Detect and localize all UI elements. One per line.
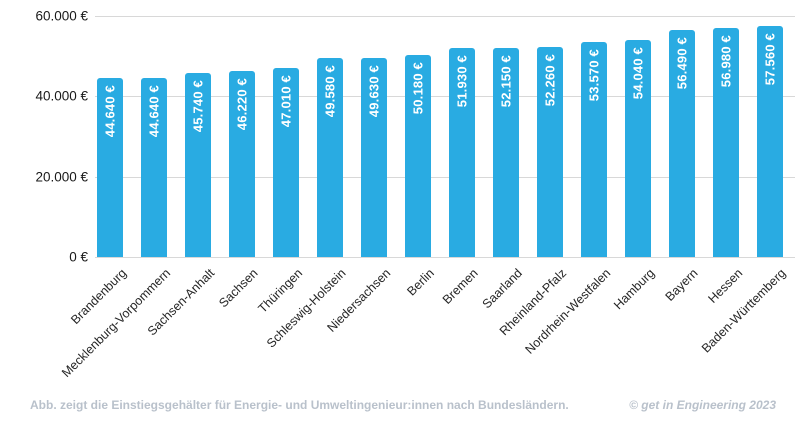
bar-value-label: 56.490 €	[674, 37, 690, 90]
chart-footer: Abb. zeigt die Einstiegsgehälter für Ene…	[0, 394, 806, 416]
bar: 52.150 €	[493, 48, 519, 257]
bar-value-label: 56.980 €	[718, 35, 734, 88]
bar-value-label: 45.740 €	[190, 80, 206, 133]
bar: 53.570 €	[581, 42, 607, 257]
gridline	[95, 257, 795, 258]
x-axis-label: Bayern	[662, 266, 701, 304]
bar-value-label: 52.260 €	[542, 54, 558, 107]
y-axis-tick-label: 0 €	[69, 249, 88, 265]
bar-value-label: 46.220 €	[234, 78, 250, 131]
gridline	[95, 16, 795, 17]
x-axis-label: Bremen	[440, 266, 481, 307]
bar: 54.040 €	[625, 40, 651, 257]
bar: 52.260 €	[537, 47, 563, 257]
bar-value-label: 47.010 €	[278, 75, 294, 128]
bar-value-label: 44.640 €	[146, 85, 162, 138]
x-axis-label: Baden-Württemberg	[699, 266, 789, 356]
bar-value-label: 53.570 €	[586, 49, 602, 102]
x-axis-label: Hamburg	[610, 266, 657, 313]
x-axis-label: Hessen	[705, 266, 745, 306]
x-axis-label: Saarland	[479, 266, 525, 312]
bar: 49.630 €	[361, 58, 387, 257]
chart-caption: Abb. zeigt die Einstiegsgehälter für Ene…	[30, 398, 569, 412]
bar: 51.930 €	[449, 48, 475, 257]
x-axis-label: Berlin	[404, 266, 437, 299]
bar: 50.180 €	[405, 55, 431, 257]
bar-value-label: 54.040 €	[630, 47, 646, 100]
bar-value-label: 49.580 €	[322, 65, 338, 118]
bar-value-label: 57.560 €	[762, 33, 778, 86]
bar-value-label: 49.630 €	[366, 65, 382, 118]
x-axis-label: Schleswig-Holstein	[264, 266, 349, 351]
x-axis-label: Sachsen	[216, 266, 261, 311]
bar-value-label: 44.640 €	[102, 85, 118, 138]
bar: 44.640 €	[141, 78, 167, 257]
gridline	[95, 96, 795, 98]
bar: 49.580 €	[317, 58, 343, 257]
bar-value-label: 50.180 €	[410, 62, 426, 115]
x-axis-label: Nordrhein-Westfalen	[522, 266, 613, 357]
bar: 56.980 €	[713, 28, 739, 257]
bar: 46.220 €	[229, 71, 255, 257]
copyright-credit: © get in Engineering 2023	[629, 398, 776, 412]
y-axis-tick-label: 60.000 €	[35, 8, 88, 24]
bar: 44.640 €	[97, 78, 123, 257]
plot-area: 44.640 € 44.640 € 45.740 € 46.220 € 47.010 €…	[95, 16, 795, 258]
bars-container: 44.640 € 44.640 € 45.740 € 46.220 € 47.010 €…	[97, 16, 783, 257]
bar: 56.490 €	[669, 30, 695, 257]
y-axis-tick-label: 40.000 €	[35, 88, 88, 104]
bar: 45.740 €	[185, 73, 211, 257]
bar-value-label: 51.930 €	[454, 55, 470, 108]
bar: 57.560 €	[757, 26, 783, 257]
bar: 47.010 €	[273, 68, 299, 257]
gridline	[95, 176, 795, 178]
y-axis-tick-label: 20.000 €	[35, 169, 88, 185]
bar-value-label: 52.150 €	[498, 55, 514, 108]
